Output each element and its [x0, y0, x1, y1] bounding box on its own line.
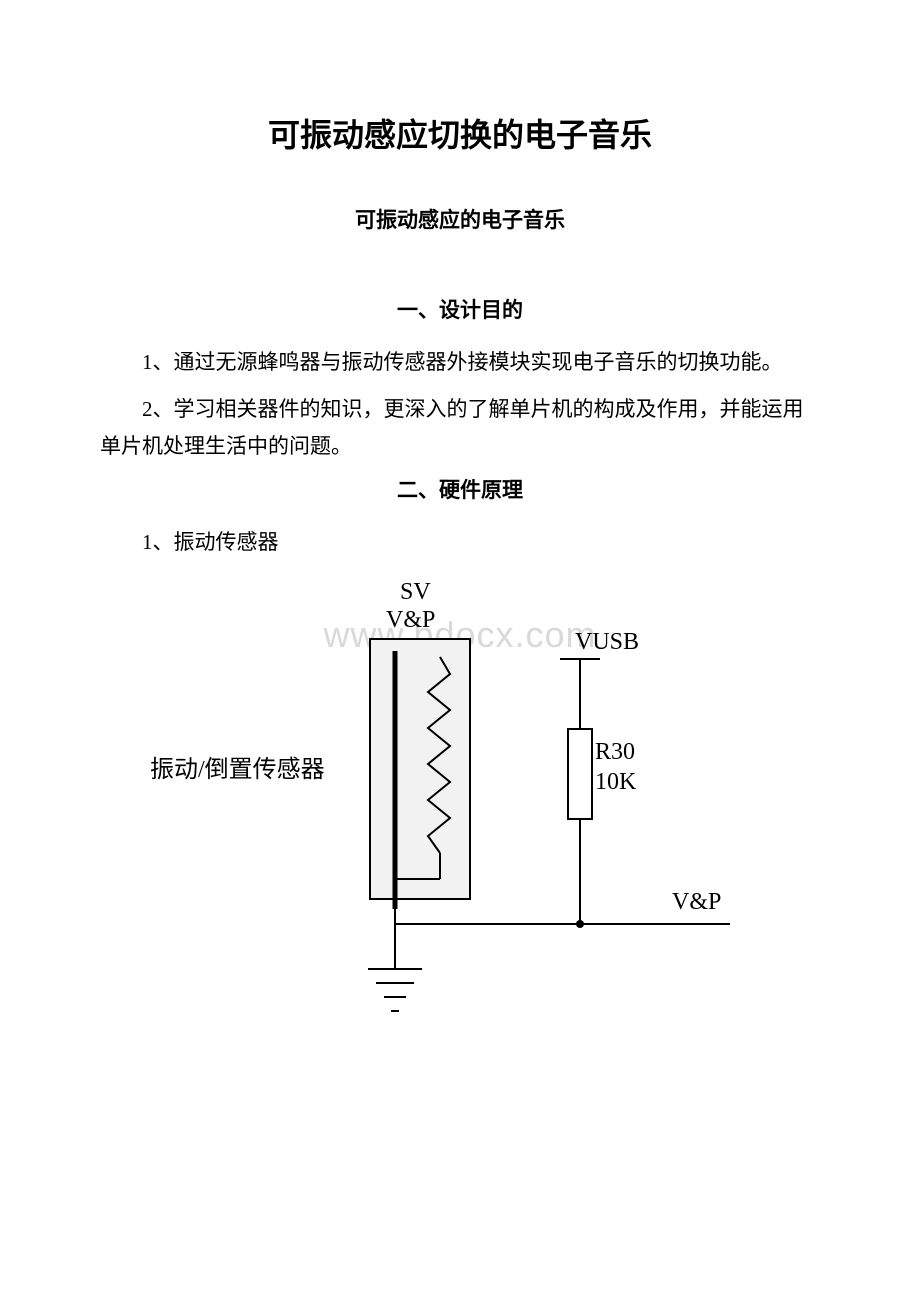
label-vusb: VUSB	[575, 629, 639, 656]
section-2-heading: 二、硬件原理	[100, 474, 820, 504]
label-vp-top: V&P	[386, 607, 435, 634]
label-sensor: 振动/倒置传感器	[150, 749, 325, 784]
section-1-heading: 一、设计目的	[100, 294, 820, 324]
paragraph-3: 1、振动传感器	[100, 524, 820, 561]
paragraph-2: 2、学习相关器件的知识，更深入的了解单片机的构成及作用，并能运用单片机处理生活中…	[100, 391, 820, 465]
main-title: 可振动感应切换的电子音乐	[100, 110, 820, 156]
label-10k: 10K	[595, 769, 636, 796]
subtitle: 可振动感应的电子音乐	[100, 204, 820, 234]
circuit-svg	[150, 579, 770, 1049]
paragraph-1: 1、通过无源蜂鸣器与振动传感器外接模块实现电子音乐的切换功能。	[100, 344, 820, 381]
vibration-sensor-diagram: SV V&P VUSB 振动/倒置传感器 R30 10K V&P	[150, 579, 770, 1049]
label-sv: SV	[400, 579, 431, 606]
label-vp-right: V&P	[672, 889, 721, 916]
label-r30: R30	[595, 739, 635, 766]
